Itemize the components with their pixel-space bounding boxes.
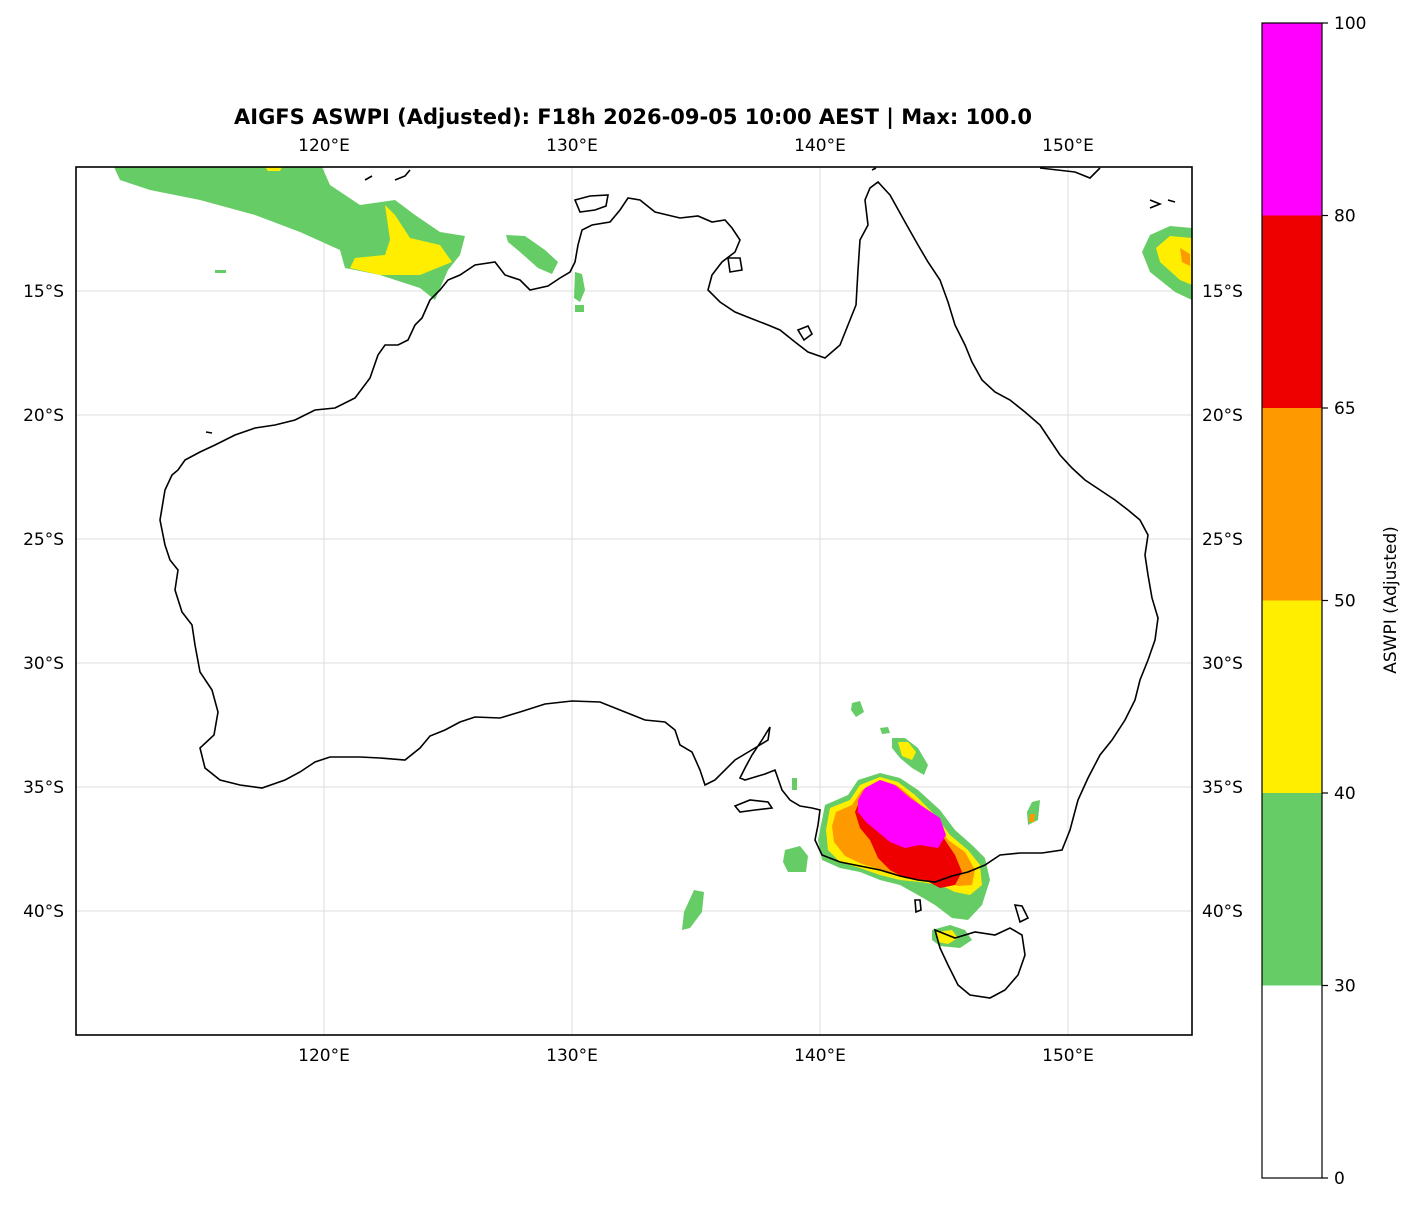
king-island-coastline — [914, 899, 922, 914]
shade-green-nsw-speck-1 — [851, 701, 864, 717]
lat-tick-label: 15°S — [23, 282, 64, 302]
lon-tick-labels-top: 120°E 130°E 140°E 150°E — [298, 136, 1094, 156]
australia-mainland-coastline — [159, 180, 1159, 883]
gridlines — [76, 167, 1192, 1035]
lon-tick-label: 150°E — [1042, 136, 1094, 156]
groote-island-coastline — [727, 257, 743, 273]
north-islet-2-coastline — [205, 167, 877, 434]
lat-tick-label: 25°S — [23, 530, 64, 550]
shade-orange-coral-sea — [1180, 248, 1190, 266]
colorbar-tick-label: 80 — [1334, 207, 1356, 227]
shade-yellow-coral-sea — [1156, 236, 1192, 285]
lat-tick-label: 25°S — [1202, 530, 1243, 550]
colorbar-segment — [1262, 215, 1322, 408]
shade-green-gulf-speck — [792, 778, 797, 790]
lat-tick-label: 20°S — [23, 406, 64, 426]
lat-tick-label: 40°S — [1202, 902, 1243, 922]
shade-green-arafura — [506, 235, 558, 274]
lat-tick-label: 30°S — [23, 654, 64, 674]
lat-tick-labels-right: 15°S 20°S 25°S 30°S 35°S 40°S — [1202, 282, 1243, 922]
shade-green-tiwi — [574, 272, 585, 302]
lon-tick-label: 130°E — [546, 1046, 598, 1066]
timor-coastline — [1039, 167, 1101, 179]
lat-tick-label: 30°S — [1202, 654, 1243, 674]
north-islet-1-coastline — [364, 169, 411, 181]
colorbar-tick-label: 30 — [1334, 977, 1356, 997]
lat-tick-label: 15°S — [1202, 282, 1243, 302]
lat-tick-label: 35°S — [23, 778, 64, 798]
tiwi-island-coastline — [573, 194, 609, 213]
map-frame — [75, 166, 1193, 1036]
colorbar-tick-label: 40 — [1334, 784, 1356, 804]
colorbar: 0 30 40 50 65 80 100 — [1261, 14, 1366, 1189]
lon-tick-labels-bottom: 120°E 130°E 140°E 150°E — [298, 1046, 1094, 1066]
lat-tick-labels-left: 15°S 20°S 25°S 30°S 35°S 40°S — [23, 282, 64, 922]
colorbar-label: ASWPI (Adjusted) — [1381, 526, 1401, 674]
shade-green-speck-2 — [215, 270, 226, 273]
colorbar-segment — [1262, 793, 1322, 986]
colorbar-tick-label: 65 — [1334, 399, 1356, 419]
lon-tick-label: 150°E — [1042, 1046, 1094, 1066]
shade-yellow-nsw-blob — [898, 742, 916, 760]
map-background — [76, 167, 1192, 1035]
shade-green-nsw-speck-2 — [880, 727, 890, 734]
shade-green-speck-1 — [575, 305, 584, 312]
shade-orange-coast-speck — [1029, 814, 1035, 822]
coastline — [159, 167, 1176, 999]
lon-tick-label: 120°E — [298, 1046, 350, 1066]
lat-tick-label: 20°S — [1202, 406, 1243, 426]
mornington-island-coastline — [796, 324, 814, 342]
colorbar-segment — [1262, 23, 1322, 216]
shade-magenta-se-main — [858, 780, 946, 848]
shade-green-kangaroo — [783, 846, 808, 872]
colorbar-tick-label: 50 — [1334, 592, 1356, 612]
lon-tick-label: 120°E — [298, 136, 350, 156]
shade-yellow-speck-north — [265, 167, 282, 171]
flinders-island-coastline — [1013, 904, 1030, 924]
shade-yellow-north-band — [350, 205, 452, 275]
colorbar-segment — [1262, 600, 1322, 793]
lat-tick-label: 40°S — [23, 902, 64, 922]
chart-title: AIGFS ASWPI (Adjusted): F18h 2026-09-05 … — [234, 105, 1032, 130]
shade-green-sw-island — [682, 890, 704, 930]
new-guinea-coastline — [1149, 199, 1176, 209]
lon-tick-label: 130°E — [546, 136, 598, 156]
kangaroo-island-coastline — [733, 799, 774, 813]
shade-yellow-tasmania — [936, 930, 958, 944]
lon-tick-label: 140°E — [794, 1046, 846, 1066]
colorbar-tick-label: 100 — [1334, 14, 1366, 34]
tasmania-coastline — [933, 927, 1026, 999]
colorbar-segment — [1262, 985, 1322, 1178]
colorbar-tick-label: 0 — [1334, 1169, 1345, 1189]
aswpi-shading — [114, 167, 1192, 948]
colorbar-segment — [1262, 408, 1322, 601]
lat-tick-label: 35°S — [1202, 778, 1243, 798]
lon-tick-label: 140°E — [794, 136, 846, 156]
